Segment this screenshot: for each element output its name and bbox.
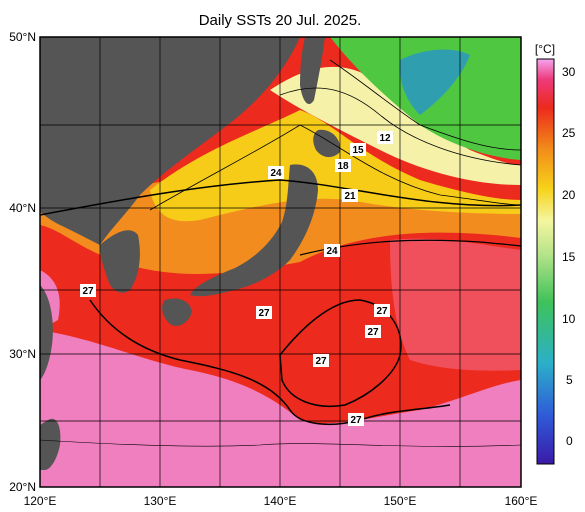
contour-label-27f: 27 xyxy=(350,415,362,426)
lon-label-140: 140°E xyxy=(264,494,297,508)
contour-label-27a: 27 xyxy=(82,286,94,297)
lon-label-150: 150°E xyxy=(384,494,417,508)
contour-label-15: 15 xyxy=(352,145,364,156)
lat-label-50: 50°N xyxy=(9,30,36,44)
land xyxy=(40,37,341,470)
colorbar-tick-25: 25 xyxy=(562,126,576,140)
lat-axis: 50°N 40°N 30°N 20°N xyxy=(9,30,36,494)
contour-labels: 12 15 18 21 24 24 27 27 27 27 27 27 xyxy=(80,131,393,426)
lon-label-160: 160°E xyxy=(505,494,538,508)
colorbar-tick-10: 10 xyxy=(562,312,576,326)
colorbar-tick-15: 15 xyxy=(562,250,576,264)
lon-label-130: 130°E xyxy=(144,494,177,508)
contour-label-27e: 27 xyxy=(315,356,327,367)
contour-label-27c: 27 xyxy=(376,306,388,317)
lon-label-120: 120°E xyxy=(24,494,57,508)
contour-label-27b: 27 xyxy=(258,308,270,319)
contour-label-27d: 27 xyxy=(367,327,379,338)
lon-axis: 120°E 130°E 140°E 150°E 160°E xyxy=(24,494,538,508)
map-frame xyxy=(39,36,522,488)
colorbar-tick-0: 0 xyxy=(566,434,573,448)
colorbar-scale xyxy=(536,58,555,465)
map-title: Daily SSTs 20 Jul. 2025. xyxy=(198,12,362,29)
graticule xyxy=(40,37,521,487)
lat-label-30: 30°N xyxy=(9,347,36,361)
colorbar-tick-20: 20 xyxy=(562,188,576,202)
contour-label-24a: 24 xyxy=(270,168,282,179)
lat-label-40: 40°N xyxy=(9,201,36,215)
colorbar-tick-5: 5 xyxy=(566,373,573,387)
contour-label-21: 21 xyxy=(344,191,356,202)
colorbar-tick-30: 30 xyxy=(562,65,576,79)
lat-label-20: 20°N xyxy=(9,480,36,494)
colorbar: [°C] 30 25 20 15 10 5 0 xyxy=(535,42,576,465)
contour-label-18: 18 xyxy=(337,161,349,172)
contour-label-12: 12 xyxy=(379,133,391,144)
colorbar-unit: [°C] xyxy=(535,42,555,56)
contour-label-24b: 24 xyxy=(326,246,338,257)
